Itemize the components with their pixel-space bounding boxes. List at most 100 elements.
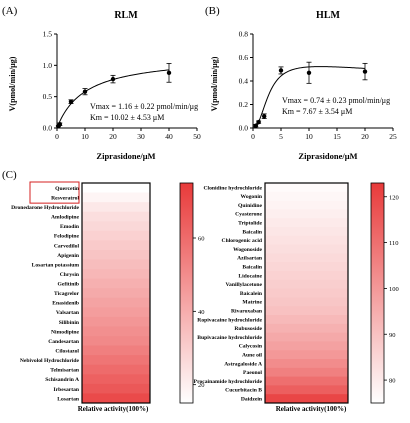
panel-c-right-row-label: Procainamide hydrochloride bbox=[194, 379, 263, 385]
panel-c: (C) Relative activity(100%) Relative act… bbox=[2, 169, 399, 413]
panel-c-left-row-label: Losartan potassium bbox=[32, 262, 80, 268]
panel-c-left-cell bbox=[82, 374, 150, 385]
panel-b-y-tick-label: 0.0 bbox=[239, 124, 249, 133]
panel-c-left-colorbar-tick-label: 40 bbox=[198, 309, 205, 316]
panel-c-left-cell bbox=[82, 269, 150, 280]
panel-b-y-tick-label: 0.2 bbox=[239, 100, 249, 109]
panel-b-xlabel: Ziprasidone/μM bbox=[298, 151, 357, 161]
panel-c-left-row-label: Losartan bbox=[57, 396, 80, 402]
panel-c-left-row-label: Telmisartan bbox=[50, 368, 80, 374]
panel-a-letter: (A) bbox=[2, 5, 18, 17]
panel-c-right-colorbar-tick-label: 120 bbox=[389, 194, 399, 201]
panel-c-right-cell bbox=[265, 288, 348, 298]
panel-c-right-cell bbox=[265, 235, 348, 245]
panel-c-left-cell bbox=[82, 336, 150, 347]
panel-c-left-cell bbox=[82, 297, 150, 308]
panel-c-left-row-label: Candesartan bbox=[48, 339, 80, 345]
panel-c-right-cell bbox=[265, 191, 348, 201]
panel-a-ylabel: V(pmol/min/μg) bbox=[8, 56, 17, 111]
panel-c-left-row-label: Quercetin bbox=[55, 186, 80, 192]
panel-b-x-tick-label: 20 bbox=[361, 132, 369, 141]
panel-c-right-cell bbox=[265, 367, 348, 377]
panel-c-left-cell bbox=[82, 259, 150, 270]
panel-c-left-cell bbox=[82, 249, 150, 260]
panel-b-y-tick-label: 0.8 bbox=[239, 30, 249, 39]
panel-a-y-tick-label: 0.5 bbox=[43, 92, 53, 101]
panel-b-x-tick-label: 25 bbox=[389, 132, 397, 141]
panel-c-right-row-label: Quinidine bbox=[238, 203, 262, 209]
panel-c-left-cell bbox=[82, 288, 150, 299]
panel-c-left-row-label: Resveratrol bbox=[51, 195, 79, 201]
panel-c-right-cell bbox=[265, 297, 348, 307]
panel-c-right-cell bbox=[265, 271, 348, 281]
panel-c-left-row-label: Silibinin bbox=[59, 320, 80, 326]
panel-c-right-cell bbox=[265, 394, 348, 404]
panel-c-left-heatmap: Quercetin Resveratrol Dronedarone Hydrochl… bbox=[11, 182, 205, 404]
panel-c-right-row-label: Lidocaine bbox=[238, 273, 262, 279]
panel-b-data-point bbox=[362, 69, 368, 74]
panel-c-right-row-label: Cyasterone bbox=[235, 212, 262, 218]
panel-c-right-cell bbox=[265, 359, 348, 369]
panel-c-right-colorbar-tick-label: 80 bbox=[389, 378, 396, 385]
panel-c-right-colorbar-tick-label: 110 bbox=[389, 240, 399, 247]
panel-a-vmax: Vmax = 1.16 ± 0.22 pmol/min/μg bbox=[90, 102, 198, 111]
panel-c-left-cell bbox=[82, 230, 150, 241]
panel-c-right-cell bbox=[265, 218, 348, 228]
panel-c-left-cell bbox=[82, 221, 150, 232]
panel-c-right-row-label: Baicalin bbox=[242, 265, 262, 271]
panel-c-left-row-label: Felodipine bbox=[54, 234, 80, 240]
panel-c-left-cell bbox=[82, 355, 150, 366]
panel-c-right-row-label: Aune oil bbox=[242, 353, 262, 359]
panel-c-left-row-label: Dronedarone Hydrochloride bbox=[11, 205, 79, 211]
panel-c-right-row-label: Triptolide bbox=[238, 221, 262, 227]
panel-c-left-row-label: Apigenin bbox=[57, 253, 80, 259]
panel-c-right-colorbar bbox=[370, 182, 385, 404]
panel-c-right-row-label: Rubusoside bbox=[234, 326, 262, 332]
panel-c-left-row-label: Ticagrelor bbox=[54, 291, 79, 297]
panel-c-right-cell bbox=[265, 350, 348, 360]
panel-c-left-cell bbox=[82, 383, 150, 394]
panel-c-left-cell bbox=[82, 278, 150, 289]
panel-c-left-row-label: Nimodipine bbox=[51, 329, 79, 335]
panel-c-left-row-label: Gefitinib bbox=[58, 282, 79, 288]
panel-c-left-colorbar bbox=[179, 182, 194, 404]
panel-c-left-row-label: Schisandrin A bbox=[45, 377, 79, 383]
panel-b-data-point bbox=[253, 123, 258, 128]
panel-c-right-cell bbox=[265, 376, 348, 386]
panel-b-x-tick-label: 0 bbox=[251, 132, 255, 141]
panel-c-left-row-label: Nebivolol Hydrochloride bbox=[20, 358, 80, 364]
panel-c-right-cell bbox=[265, 253, 348, 263]
panel-c-right-cell bbox=[265, 341, 348, 351]
panel-c-right-row-label: Chlorogenic acid bbox=[222, 238, 263, 244]
panel-a-x-tick-label: 10 bbox=[81, 132, 89, 141]
panel-a-x-tick-label: 30 bbox=[137, 132, 145, 141]
panel-b-x-tick-label: 15 bbox=[333, 132, 341, 141]
panel-c-left-cell bbox=[82, 240, 150, 251]
panel-c-right-colorbar-tick-label: 90 bbox=[389, 332, 396, 339]
panel-c-left-colorbar-tick-label: 20 bbox=[198, 382, 205, 389]
panel-c-right-cell bbox=[265, 323, 348, 333]
panel-a-x-tick-label: 0 bbox=[55, 132, 59, 141]
panel-b-data-point bbox=[256, 119, 261, 125]
panel-c-right-row-label: Clonidine hydrochloride bbox=[204, 185, 263, 191]
panel-a-data-point bbox=[57, 122, 62, 127]
panel-c-left-frame bbox=[81, 182, 151, 404]
panel-a: (A) RLM V(pmol/min/μg) Ziprasidone/μM Vm… bbox=[2, 5, 201, 161]
panel-a-x-tick-label: 40 bbox=[165, 132, 173, 141]
panel-c-left-xlabel: Relative activity(100%) bbox=[78, 405, 149, 413]
panel-b-data-point bbox=[306, 70, 312, 75]
panel-b-data-point bbox=[278, 68, 284, 73]
panel-c-right-row-label: Baicalin bbox=[242, 229, 262, 235]
panel-b-x-tick-label: 10 bbox=[305, 132, 313, 141]
panel-c-right-row-label: Paeonol bbox=[243, 370, 262, 376]
panel-a-km: Km = 10.02 ± 4.53 μM bbox=[90, 113, 164, 122]
panel-a-x-tick-label: 20 bbox=[109, 132, 117, 141]
panel-a-x-tick-label: 50 bbox=[193, 132, 201, 141]
panel-a-data-point bbox=[82, 89, 88, 94]
panel-c-right-cell bbox=[265, 209, 348, 219]
panel-b-y-tick-label: 0.4 bbox=[239, 77, 249, 86]
panel-c-left-row-label: Enasidenib bbox=[52, 301, 79, 307]
panel-a-title: RLM bbox=[114, 10, 138, 21]
panel-c-right-cell bbox=[265, 262, 348, 272]
panel-c-left-row-label: Carvedilol bbox=[54, 243, 80, 249]
